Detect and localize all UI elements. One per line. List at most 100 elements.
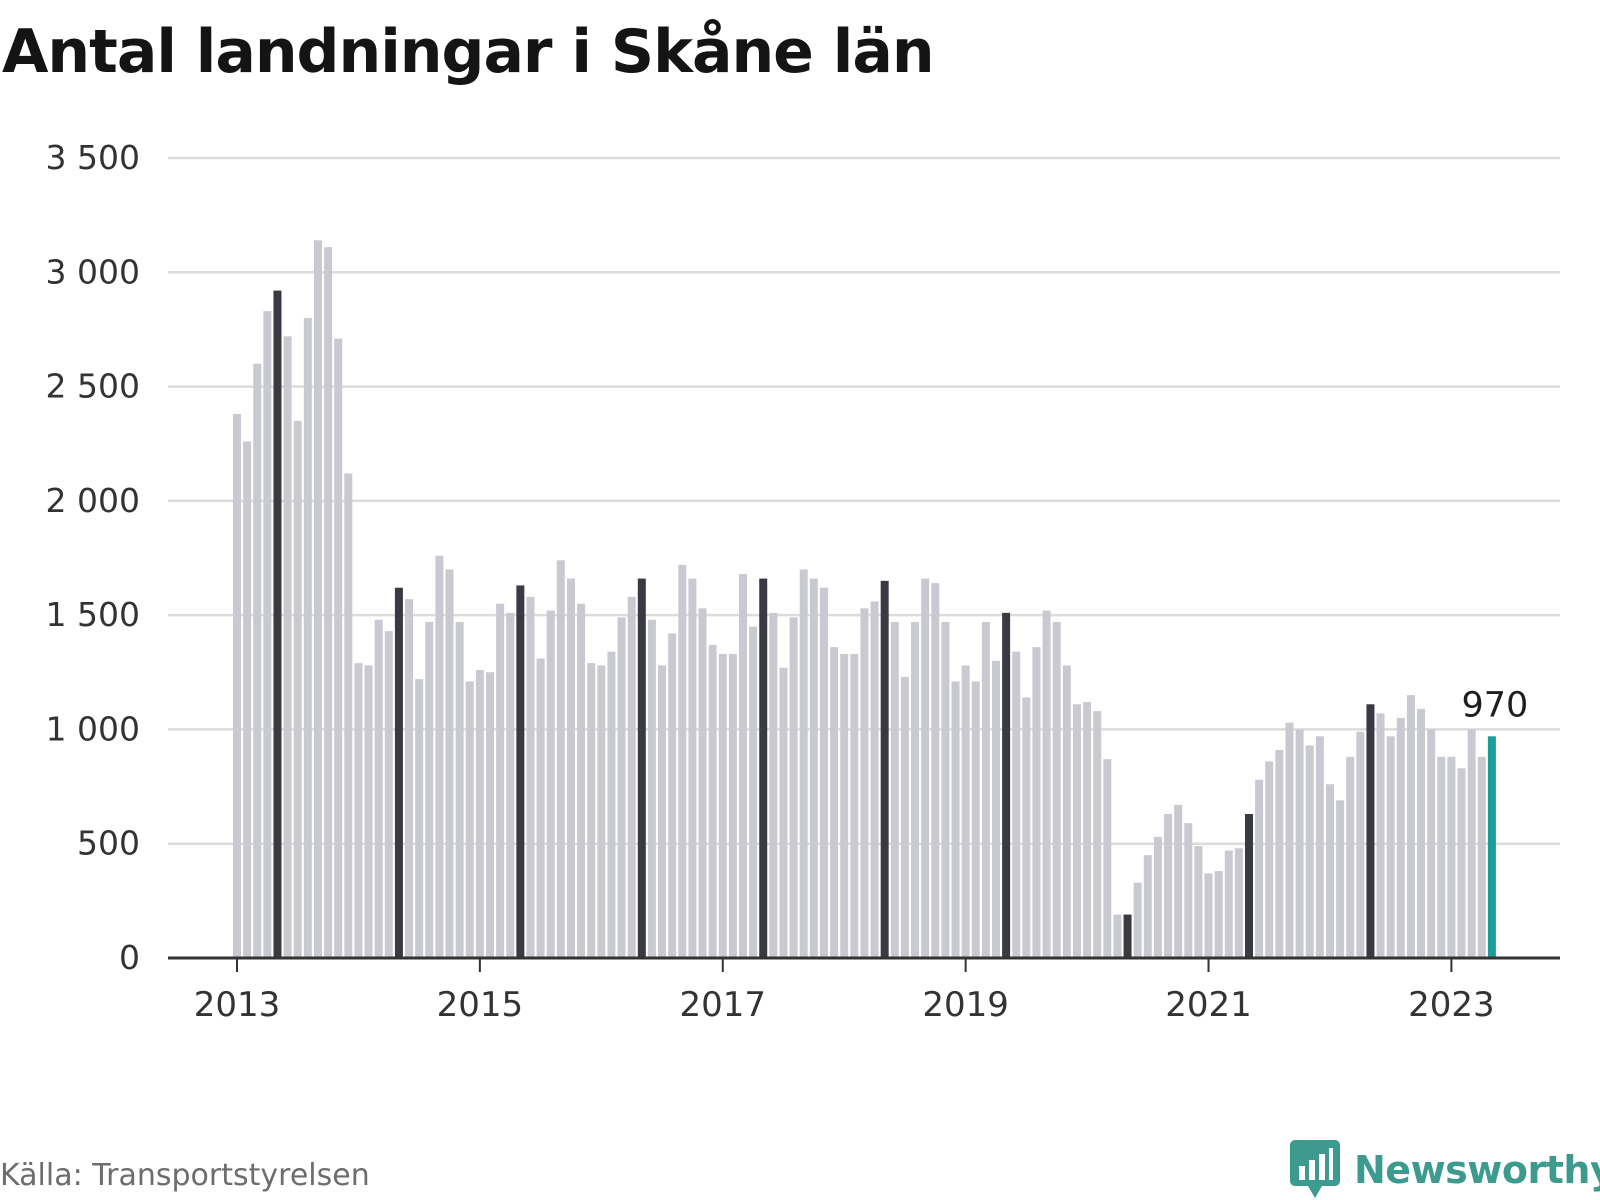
bar: [455, 622, 464, 958]
bar: [840, 654, 849, 958]
bar: [627, 596, 636, 958]
bar-highlighted: [394, 587, 403, 958]
bar-highlighted: [1366, 704, 1375, 958]
bar: [1477, 756, 1486, 958]
bar: [992, 660, 1000, 958]
y-tick-label: 3 000: [46, 252, 140, 291]
y-tick-label: 1 500: [46, 595, 140, 634]
bar: [1275, 750, 1284, 958]
bar-highlighted: [273, 290, 282, 959]
bar: [324, 247, 333, 959]
bar: [1315, 736, 1324, 958]
bar-highlighted: [880, 580, 889, 958]
bar: [283, 336, 292, 958]
bar: [566, 578, 575, 958]
bar: [749, 626, 758, 958]
bar: [931, 583, 940, 958]
bar: [921, 578, 930, 958]
bar: [860, 608, 869, 958]
bar-latest: [1487, 736, 1496, 958]
bar: [243, 441, 252, 958]
bar-highlighted: [516, 585, 525, 958]
source-note: Källa: Transportstyrelsen: [0, 1158, 370, 1193]
bar: [556, 560, 565, 958]
bar: [313, 240, 322, 959]
bar: [1285, 722, 1294, 958]
bar: [1214, 871, 1223, 958]
bar: [789, 617, 798, 958]
bar: [1224, 850, 1233, 958]
bar: [607, 651, 616, 958]
bar: [445, 569, 454, 958]
bar: [526, 596, 535, 958]
bar-highlighted: [759, 578, 768, 958]
bar-highlighted: [1123, 914, 1132, 958]
x-tick-label: 2015: [437, 985, 524, 1025]
annotations: 970: [1461, 685, 1528, 725]
y-tick-label: 3 500: [46, 138, 140, 177]
bar: [577, 603, 586, 958]
bar: [1265, 761, 1274, 958]
bar: [465, 681, 474, 958]
bar: [1406, 695, 1415, 958]
bar: [739, 574, 747, 958]
bar: [668, 633, 677, 958]
bar: [536, 658, 545, 958]
bar: [597, 665, 606, 958]
bar: [1457, 768, 1466, 958]
bar: [728, 654, 737, 958]
bar: [1305, 745, 1314, 958]
bar: [1153, 836, 1162, 958]
bar: [475, 670, 484, 958]
x-tick-label: 2017: [679, 985, 766, 1025]
bar: [364, 665, 373, 958]
bar: [1427, 729, 1436, 958]
bar: [1093, 711, 1102, 958]
bar: [1174, 804, 1183, 958]
bar: [708, 644, 717, 958]
bars: [233, 240, 1496, 959]
bar: [374, 619, 383, 958]
bar: [1164, 814, 1173, 958]
x-axis-tick-labels: 2013 2015 2017 2019 2021 2023: [194, 985, 1495, 1025]
bar: [971, 681, 980, 958]
bar: [951, 681, 960, 958]
bar-highlighted: [1002, 612, 1011, 958]
latest-value-label: 970: [1461, 685, 1528, 725]
bar: [1356, 731, 1365, 958]
bar: [830, 647, 839, 958]
bar: [1346, 756, 1355, 958]
bar: [1447, 756, 1456, 958]
bar: [546, 610, 555, 958]
bar: [1042, 610, 1051, 958]
bar: [435, 555, 444, 958]
bar: [1012, 651, 1021, 958]
bar: [354, 663, 363, 958]
bar: [688, 578, 697, 958]
bar: [1022, 697, 1031, 958]
bar: [617, 617, 626, 958]
bar: [1032, 647, 1041, 958]
bar: [911, 622, 920, 958]
bar: [799, 569, 808, 958]
brand-logo: Newsworthy: [1290, 1140, 1600, 1200]
bar: [1072, 704, 1081, 958]
bar: [303, 318, 312, 958]
y-tick-label: 2 000: [46, 481, 140, 520]
bar: [1437, 756, 1446, 958]
bar: [1336, 800, 1345, 958]
chart-title: Antal landningar i Skåne län: [2, 17, 935, 87]
bar: [486, 672, 494, 958]
bar: [819, 587, 828, 958]
bar: [1052, 622, 1061, 958]
bar: [1204, 873, 1213, 958]
bar: [496, 603, 505, 958]
bar: [718, 654, 727, 958]
bar: [334, 338, 343, 959]
bar: [769, 612, 778, 958]
bar: [981, 622, 990, 958]
bar: [253, 363, 262, 958]
bar: [1417, 708, 1426, 958]
bar: [961, 665, 970, 958]
bar: [1386, 736, 1395, 958]
